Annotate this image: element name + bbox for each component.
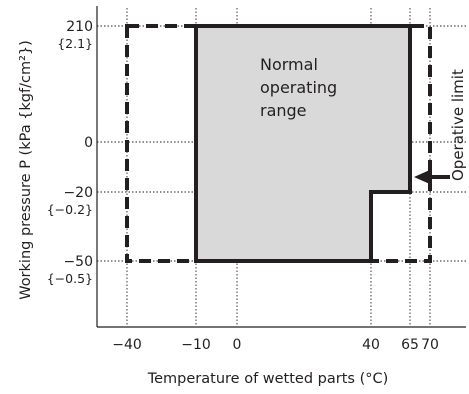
- x-tick-label-5: 70: [421, 337, 439, 353]
- x-axis-title: Temperature of wetted parts (°C): [147, 371, 389, 387]
- normal-range-label-line-1: Normal: [260, 55, 318, 74]
- x-tick-label-4: 65: [401, 337, 419, 353]
- normal-range-region: [194, 24, 412, 263]
- normal-range-label-line-2: operating: [260, 78, 337, 97]
- y-tick-label-2: −20: [63, 185, 93, 201]
- y-tick-label-0: 210: [66, 19, 93, 35]
- y-tick-label-1: 0: [84, 135, 93, 151]
- normal-range-boundary: [194, 24, 412, 263]
- operative-limit-arrow: [414, 169, 450, 185]
- x-tick-label-2: 0: [233, 337, 242, 353]
- y-tick-label-3: −50: [63, 254, 93, 270]
- x-tick-label-3: 40: [362, 337, 380, 353]
- y-axis-title: Working pressure P (kPa {kgf/cm²}): [18, 40, 34, 300]
- y-tick-sublabel-0: {2.1}: [57, 36, 93, 51]
- y-tick-sublabel-2: {−0.2}: [47, 202, 93, 217]
- operative-limit-label: Operative limit: [449, 69, 467, 181]
- x-tick-label-1: −10: [181, 337, 211, 353]
- arrow-head: [414, 169, 432, 185]
- x-tick-labels: −40 −10 0 40 65 70: [112, 337, 439, 353]
- y-tick-labels: 210{2.1} 0 −20{−0.2} −50{−0.5}: [47, 19, 93, 286]
- y-tick-sublabel-3: {−0.5}: [47, 271, 93, 286]
- normal-range-label-line-3: range: [260, 101, 307, 120]
- x-tick-label-0: −40: [112, 337, 142, 353]
